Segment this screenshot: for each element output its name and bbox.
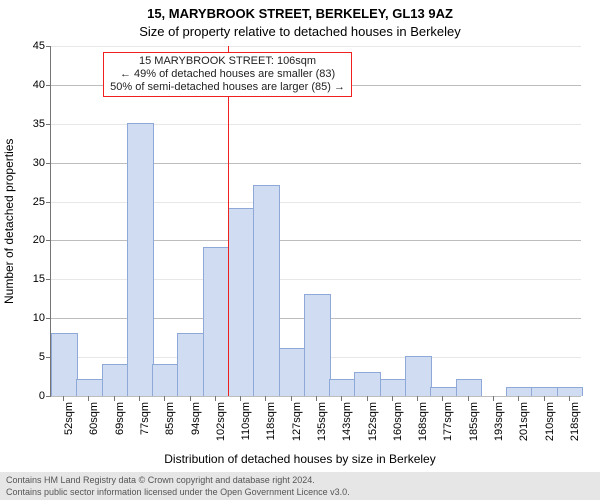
xtick-mark — [442, 396, 443, 401]
xtick-label: 160sqm — [392, 402, 404, 442]
xtick-mark — [240, 396, 241, 401]
footer-line-1: Contains HM Land Registry data © Crown c… — [0, 474, 600, 486]
xtick-label: 127sqm — [291, 402, 303, 442]
xtick-label: 177sqm — [442, 402, 454, 442]
histogram-bar — [228, 208, 255, 396]
histogram-bar — [177, 333, 204, 396]
ytick-mark — [46, 240, 51, 241]
xtick-mark — [493, 396, 494, 401]
callout-box: 15 MARYBROOK STREET: 106sqm← 49% of deta… — [103, 52, 352, 97]
xtick-mark — [139, 396, 140, 401]
ytick-mark — [46, 202, 51, 203]
ytick-label: 45 — [15, 40, 45, 52]
histogram-bar — [329, 379, 356, 396]
xtick-mark — [265, 396, 266, 401]
xtick-mark — [367, 396, 368, 401]
xtick-mark — [164, 396, 165, 401]
ytick-mark — [46, 85, 51, 86]
callout-line-2: ← 49% of detached houses are smaller (83… — [110, 68, 345, 81]
xtick-label: 60sqm — [88, 402, 100, 442]
histogram-bar — [405, 356, 432, 396]
xtick-label: 201sqm — [518, 402, 530, 442]
xtick-mark — [190, 396, 191, 401]
xtick-label: 210sqm — [544, 402, 556, 442]
chart-title-subtitle: Size of property relative to detached ho… — [0, 24, 600, 39]
histogram-bar — [102, 364, 129, 396]
ytick-mark — [46, 124, 51, 125]
xtick-mark — [316, 396, 317, 401]
ytick-label: 20 — [15, 234, 45, 246]
histogram-bar — [51, 333, 78, 396]
xtick-label: 85sqm — [164, 402, 176, 442]
ytick-mark — [46, 163, 51, 164]
xtick-label: 110sqm — [240, 402, 252, 442]
xtick-mark — [88, 396, 89, 401]
xtick-mark — [114, 396, 115, 401]
callout-line-1: 15 MARYBROOK STREET: 106sqm — [110, 55, 345, 68]
xtick-mark — [544, 396, 545, 401]
chart-title-address: 15, MARYBROOK STREET, BERKELEY, GL13 9AZ — [0, 6, 600, 21]
ytick-label: 35 — [15, 118, 45, 130]
histogram-bar — [152, 364, 179, 396]
xtick-label: 135sqm — [316, 402, 328, 442]
xtick-label: 152sqm — [367, 402, 379, 442]
histogram-bar — [127, 123, 154, 396]
histogram-bar — [380, 379, 407, 396]
xtick-mark — [341, 396, 342, 401]
xtick-label: 185sqm — [468, 402, 480, 442]
histogram-bar — [203, 247, 230, 396]
xtick-mark — [569, 396, 570, 401]
xtick-mark — [215, 396, 216, 401]
histogram-bar — [506, 387, 533, 396]
xtick-mark — [468, 396, 469, 401]
ytick-label: 5 — [15, 351, 45, 363]
xtick-label: 193sqm — [493, 402, 505, 442]
histogram-bar — [430, 387, 457, 396]
xtick-label: 77sqm — [139, 402, 151, 442]
histogram-bar — [531, 387, 558, 396]
ytick-label: 0 — [15, 390, 45, 402]
callout-line-3: 50% of semi-detached houses are larger (… — [110, 81, 345, 94]
ytick-mark — [46, 279, 51, 280]
histogram-bar — [304, 294, 331, 396]
histogram-bar — [354, 372, 381, 396]
xtick-label: 52sqm — [63, 402, 75, 442]
xtick-label: 102sqm — [215, 402, 227, 442]
ytick-label: 30 — [15, 157, 45, 169]
xtick-label: 118sqm — [265, 402, 277, 442]
ytick-label: 40 — [15, 79, 45, 91]
histogram-bar — [279, 348, 306, 396]
xtick-label: 218sqm — [569, 402, 581, 442]
ytick-mark — [46, 46, 51, 47]
xtick-label: 168sqm — [417, 402, 429, 442]
xtick-mark — [291, 396, 292, 401]
xtick-label: 69sqm — [114, 402, 126, 442]
subject-property-marker — [228, 46, 229, 396]
attribution-footer: Contains HM Land Registry data © Crown c… — [0, 472, 600, 500]
gridline-h — [51, 46, 581, 47]
ytick-mark — [46, 396, 51, 397]
footer-line-2: Contains public sector information licen… — [0, 486, 600, 498]
xtick-mark — [417, 396, 418, 401]
histogram-bar — [456, 379, 483, 396]
histogram-bar — [253, 185, 280, 396]
xtick-label: 143sqm — [341, 402, 353, 442]
ytick-mark — [46, 318, 51, 319]
histogram-bar — [557, 387, 584, 396]
xtick-mark — [518, 396, 519, 401]
xtick-mark — [392, 396, 393, 401]
histogram-bar — [76, 379, 103, 396]
xtick-label: 94sqm — [190, 402, 202, 442]
ytick-label: 15 — [15, 273, 45, 285]
plot-area: 05101520253035404552sqm60sqm69sqm77sqm85… — [50, 46, 581, 397]
ytick-label: 25 — [15, 196, 45, 208]
y-axis-label: Number of detached properties — [2, 138, 16, 303]
x-axis-label: Distribution of detached houses by size … — [0, 452, 600, 466]
ytick-label: 10 — [15, 312, 45, 324]
histogram-plot: 05101520253035404552sqm60sqm69sqm77sqm85… — [50, 46, 580, 396]
xtick-mark — [63, 396, 64, 401]
